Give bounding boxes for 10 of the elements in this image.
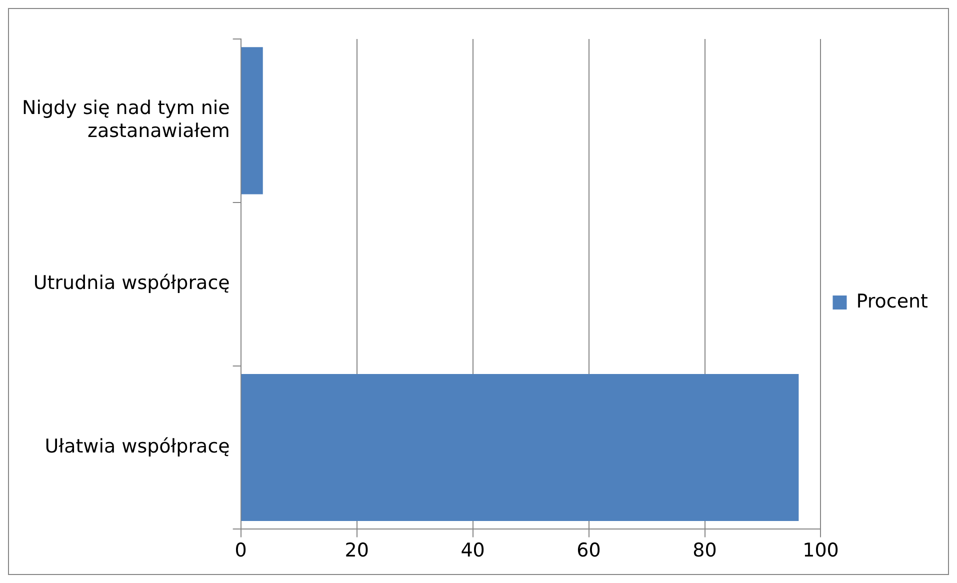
x-tick-label: 0 xyxy=(234,540,247,562)
x-tick-label: 100 xyxy=(802,540,839,562)
y-tick-label: Ułatwia współpracę xyxy=(44,435,230,458)
x-tick-label: 20 xyxy=(344,540,369,562)
y-tick-label: Nigdy się nad tym nie zastanawiałem xyxy=(22,97,230,142)
x-tick-label: 80 xyxy=(692,540,717,562)
legend-label: Procent xyxy=(856,290,928,312)
x-tick-label: 60 xyxy=(576,540,601,562)
x-tick-label: 40 xyxy=(460,540,485,562)
y-tick-label: Utrudnia współpracę xyxy=(33,272,230,294)
